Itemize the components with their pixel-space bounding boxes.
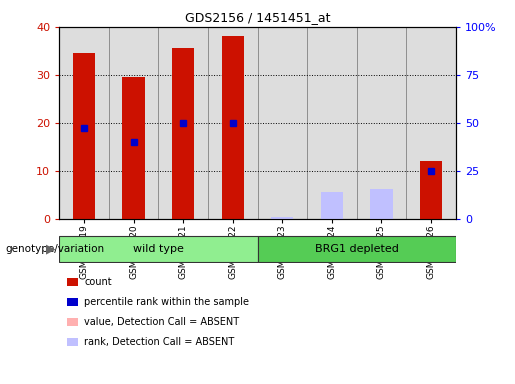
Text: rank, Detection Call = ABSENT: rank, Detection Call = ABSENT xyxy=(84,337,235,347)
Bar xyxy=(258,236,456,262)
Bar xyxy=(123,77,145,219)
Text: percentile rank within the sample: percentile rank within the sample xyxy=(84,297,249,307)
Bar xyxy=(172,48,194,219)
Bar xyxy=(307,27,356,219)
Bar xyxy=(73,53,95,219)
Text: count: count xyxy=(84,277,112,287)
Bar xyxy=(406,27,456,219)
Text: value, Detection Call = ABSENT: value, Detection Call = ABSENT xyxy=(84,317,239,327)
Bar xyxy=(321,192,343,219)
Bar xyxy=(208,27,258,219)
Bar xyxy=(221,36,244,219)
Text: genotype/variation: genotype/variation xyxy=(5,244,104,254)
Bar xyxy=(59,27,109,219)
Title: GDS2156 / 1451451_at: GDS2156 / 1451451_at xyxy=(185,11,330,24)
Text: ▶: ▶ xyxy=(46,242,56,255)
Bar xyxy=(109,27,158,219)
Bar xyxy=(258,27,307,219)
Bar xyxy=(271,217,294,219)
Bar xyxy=(370,189,392,219)
Bar xyxy=(370,192,392,219)
Text: BRG1 depleted: BRG1 depleted xyxy=(315,243,399,254)
Text: wild type: wild type xyxy=(133,243,184,254)
Bar xyxy=(59,236,258,262)
Bar xyxy=(158,27,208,219)
Bar xyxy=(420,161,442,219)
Bar xyxy=(356,27,406,219)
Bar xyxy=(321,192,343,219)
